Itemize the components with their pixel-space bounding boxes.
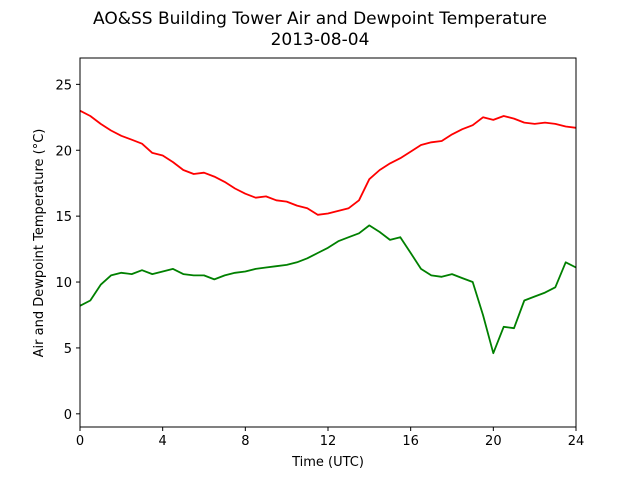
series-line-0 [79, 109, 577, 216]
x-axis-label: Time (UTC) [291, 455, 364, 470]
x-tick-label: 8 [241, 434, 249, 449]
y-axis-label: Air and Dewpoint Temperature (°C) [32, 129, 47, 358]
y-tick-label: 25 [55, 78, 72, 93]
x-tick-label: 16 [402, 434, 419, 449]
y-tick-label: 15 [55, 210, 72, 225]
x-tick-label: 0 [76, 434, 84, 449]
y-axis: 0 5 10 15 20 25 [55, 78, 80, 423]
x-tick-label: 20 [485, 434, 502, 449]
y-tick-label: 5 [64, 342, 72, 357]
chart-title: AO&SS Building Tower Air and Dewpoint Te… [93, 9, 547, 29]
y-tick-label: 10 [55, 276, 72, 291]
y-tick-label: 20 [55, 144, 72, 159]
y-tick-label: 0 [64, 408, 72, 423]
x-tick-label: 4 [159, 434, 167, 449]
x-tick-label: 12 [320, 434, 337, 449]
x-tick-label: 24 [568, 434, 585, 449]
plot-lines [79, 109, 577, 355]
chart-subtitle: 2013-08-04 [271, 30, 370, 50]
series-line-1 [79, 224, 577, 355]
x-axis: 0 4 8 12 16 20 24 [76, 427, 584, 449]
